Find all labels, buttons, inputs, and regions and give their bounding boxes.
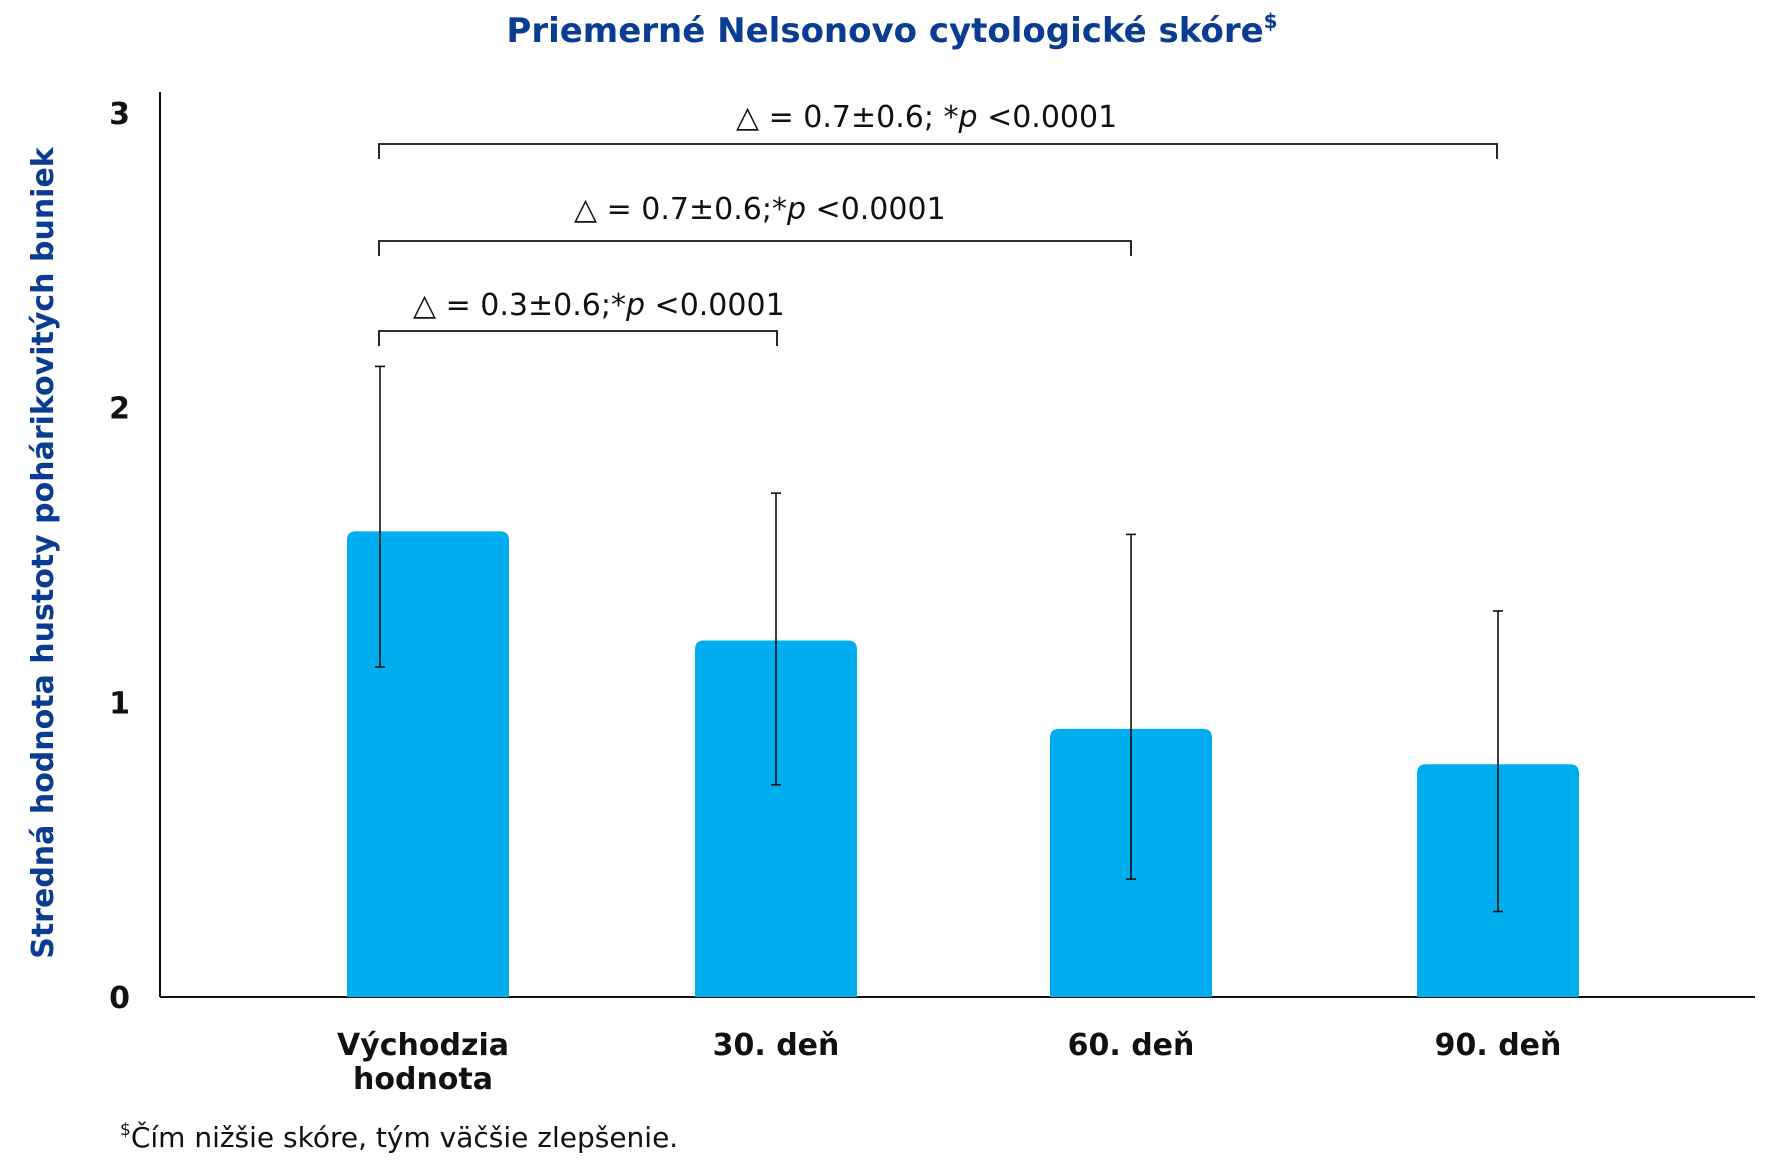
- significance-annotation: △ = 0.7±0.6; *p <0.0001: [736, 100, 1117, 135]
- x-tick-label: hodnota: [353, 1062, 493, 1097]
- significance-annotation: △ = 0.7±0.6;*p <0.0001: [574, 192, 946, 227]
- footnote-superscript: $: [120, 1120, 131, 1140]
- y-axis-label: Stredná hodnota hustoty pohárikovitých b…: [26, 146, 61, 959]
- chart-title: Priemerné Nelsonovo cytologické skóre$: [506, 9, 1277, 51]
- significance-bracket: [378, 330, 778, 346]
- chart-title-superscript: $: [1264, 9, 1278, 33]
- bar: [347, 531, 509, 997]
- x-tick-label: 30. deň: [713, 1028, 840, 1063]
- chart-title-main: Priemerné Nelsonovo cytologické skóre: [506, 11, 1263, 51]
- y-tick-label: 0: [109, 981, 130, 1016]
- error-bars: [375, 365, 1503, 913]
- x-tick-label: 90. deň: [1435, 1028, 1562, 1063]
- significance-annotation: △ = 0.3±0.6;*p <0.0001: [413, 288, 785, 323]
- footnote: $Čím nižšie skóre, tým väčšie zlepšenie.: [120, 1120, 678, 1154]
- x-tick-label: 60. deň: [1068, 1028, 1195, 1063]
- y-tick-label: 2: [109, 392, 130, 427]
- bar: [695, 640, 857, 997]
- y-tick-label: 1: [109, 686, 130, 721]
- x-tick-label: Východzia: [337, 1028, 509, 1063]
- bars: [347, 531, 1579, 997]
- significance-bracket: [378, 240, 1132, 256]
- footnote-text: Čím nižšie skóre, tým väčšie zlepšenie.: [131, 1120, 678, 1154]
- significance-bracket: [378, 143, 1498, 159]
- significance-brackets: △ = 0.3±0.6;*p <0.0001 △ = 0.7±0.6;*p <0.…: [378, 100, 1498, 346]
- y-tick-label: 3: [109, 97, 130, 132]
